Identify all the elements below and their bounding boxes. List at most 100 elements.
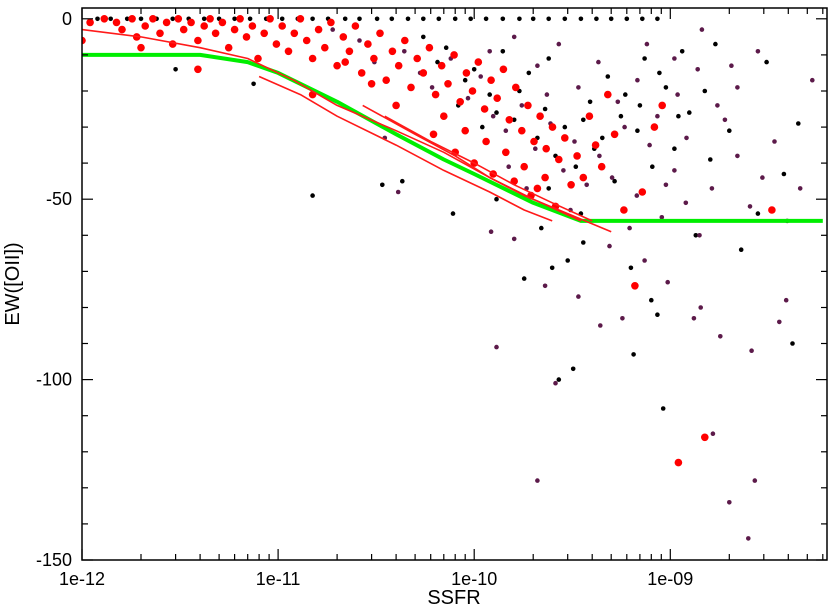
- black-data-point: [546, 186, 551, 191]
- black-data-point: [546, 56, 551, 61]
- purple-data-point: [691, 316, 697, 321]
- plot-frame: [81, 7, 828, 561]
- black-data-point: [400, 178, 405, 184]
- purple-data-point: [542, 283, 548, 289]
- red-data-point: [194, 36, 202, 45]
- black-data-point: [781, 171, 787, 177]
- black-data-point: [612, 178, 617, 184]
- purple-data-point: [747, 204, 753, 209]
- red-data-point: [512, 83, 520, 92]
- purple-data-point: [665, 279, 670, 285]
- red-data-point: [440, 112, 448, 120]
- red-data-point: [468, 87, 477, 95]
- y-tick-label: -50: [46, 189, 72, 209]
- black-data-point: [443, 45, 449, 50]
- black-data-point: [649, 297, 654, 303]
- black-data-point: [542, 106, 548, 112]
- purple-data-point: [519, 103, 525, 108]
- purple-data-point: [760, 175, 765, 180]
- x-tick-label: 1e-09: [647, 569, 693, 589]
- purple-data-point: [478, 74, 484, 79]
- purple-data-point: [663, 182, 669, 188]
- purple-data-point: [503, 128, 509, 133]
- red-data-point: [474, 58, 483, 66]
- red-data-point: [141, 22, 149, 30]
- black-data-point: [138, 16, 144, 22]
- black-data-point: [494, 110, 499, 115]
- red-data-point: [218, 18, 227, 27]
- black-data-point: [628, 265, 634, 271]
- red-data-point: [555, 155, 563, 164]
- red-data-point: [302, 36, 311, 45]
- purple-data-point: [729, 63, 734, 68]
- red-data-point: [254, 54, 262, 63]
- purple-data-point: [490, 113, 496, 119]
- black-data-point: [201, 16, 207, 22]
- red-data-point: [272, 40, 281, 48]
- red-data-point: [333, 61, 341, 70]
- black-data-point: [600, 135, 605, 141]
- red-data-point: [314, 25, 323, 34]
- black-data-point: [618, 113, 624, 119]
- black-data-point: [468, 16, 474, 22]
- black-data-point: [405, 16, 411, 22]
- purple-data-point: [596, 59, 601, 65]
- red-data-point: [493, 94, 502, 102]
- purple-data-point: [810, 77, 815, 83]
- y-axis-label: EW([OII]): [2, 242, 24, 325]
- black-data-point: [483, 16, 489, 22]
- red-data-point: [518, 126, 526, 135]
- red-data-point: [162, 18, 171, 27]
- black-data-point: [247, 16, 253, 22]
- red-data-point: [650, 123, 659, 131]
- black-data-point: [796, 121, 801, 126]
- red-data-point: [370, 54, 378, 63]
- black-data-point: [764, 59, 769, 65]
- black-data-point: [279, 16, 285, 22]
- red-data-point: [413, 54, 422, 63]
- purple-data-point: [635, 77, 640, 83]
- red-data-point: [701, 433, 709, 442]
- black-data-point: [594, 16, 599, 22]
- black-data-point: [521, 276, 527, 281]
- black-data-point: [251, 81, 256, 87]
- purple-data-point: [777, 319, 782, 325]
- purple-data-point: [710, 431, 716, 437]
- black-data-point: [310, 16, 315, 22]
- red-data-point: [429, 130, 438, 139]
- black-data-point: [635, 128, 640, 133]
- purple-data-point: [494, 344, 499, 350]
- red-data-point: [548, 123, 557, 131]
- purple-data-point: [511, 236, 517, 242]
- black-data-point: [500, 49, 506, 54]
- purple-data-point: [642, 258, 647, 263]
- purple-data-point: [647, 142, 652, 148]
- black-data-point: [462, 77, 468, 83]
- black-data-point: [581, 117, 586, 123]
- black-data-point: [494, 196, 499, 202]
- black-data-point: [421, 16, 426, 22]
- black-data-point: [637, 103, 643, 108]
- red-data-point: [236, 14, 244, 23]
- red-data-point: [533, 184, 542, 193]
- purple-data-point: [627, 225, 632, 231]
- red-data-point: [179, 25, 188, 34]
- red-data-point: [419, 69, 428, 77]
- purple-data-point: [683, 200, 689, 206]
- purple-data-point: [488, 229, 494, 234]
- black-data-point: [562, 16, 568, 22]
- black-data-point: [672, 146, 677, 151]
- red-data-point: [505, 116, 514, 124]
- purple-data-point: [465, 95, 471, 101]
- black-data-point: [640, 16, 645, 22]
- black-data-point: [660, 406, 666, 411]
- red-data-point: [530, 137, 538, 146]
- red-data-point: [341, 58, 350, 66]
- black-data-point: [565, 258, 570, 263]
- purple-data-point: [402, 49, 407, 54]
- purple-data-point: [684, 135, 689, 141]
- black-data-point: [738, 247, 744, 252]
- black-data-point: [687, 110, 692, 115]
- black-data-point: [623, 92, 628, 97]
